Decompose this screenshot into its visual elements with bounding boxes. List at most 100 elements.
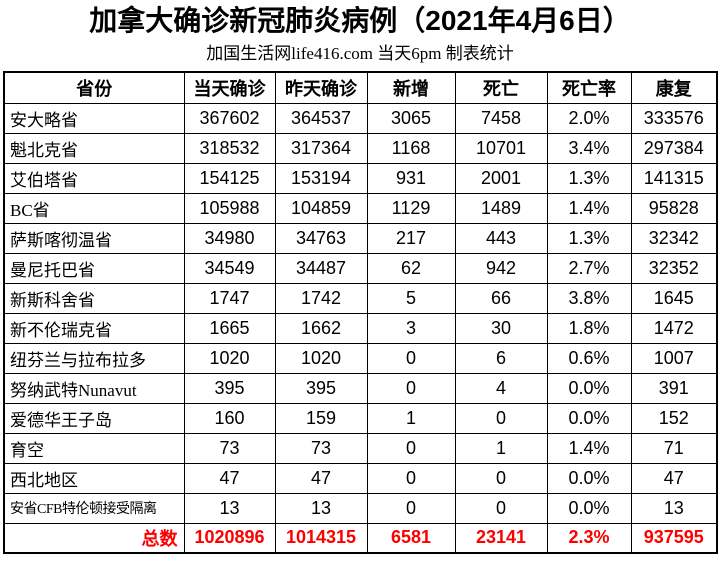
recovered-cell: 141315 bbox=[630, 162, 718, 194]
deaths-cell: 443 bbox=[454, 222, 548, 254]
yesterday-confirmed-cell: 1014315 bbox=[274, 522, 368, 554]
today-confirmed-cell: 1020896 bbox=[183, 522, 276, 554]
yesterday-confirmed-cell: 47 bbox=[274, 462, 368, 494]
yesterday-confirmed-cell: 34763 bbox=[274, 222, 368, 254]
deaths-cell: 7458 bbox=[454, 102, 548, 134]
column-header-death-rate: 死亡率 bbox=[546, 71, 632, 104]
new-cases-cell: 3 bbox=[366, 312, 456, 344]
today-confirmed-cell: 13 bbox=[183, 492, 276, 524]
recovered-cell: 13 bbox=[630, 492, 718, 524]
province-cell: 努纳武特Nunavut bbox=[3, 372, 185, 404]
new-cases-cell: 0 bbox=[366, 462, 456, 494]
yesterday-confirmed-cell: 153194 bbox=[274, 162, 368, 194]
new-cases-cell: 931 bbox=[366, 162, 456, 194]
recovered-cell: 71 bbox=[630, 432, 718, 464]
table-row: 努纳武特Nunavut 395 395 0 4 0.0% 391 bbox=[3, 372, 718, 404]
deaths-cell: 0 bbox=[454, 492, 548, 524]
yesterday-confirmed-cell: 13 bbox=[274, 492, 368, 524]
deaths-cell: 1 bbox=[454, 432, 548, 464]
deaths-cell: 2001 bbox=[454, 162, 548, 194]
province-cell: 安大略省 bbox=[3, 102, 185, 134]
new-cases-cell: 1168 bbox=[366, 132, 456, 164]
new-cases-cell: 3065 bbox=[366, 102, 456, 134]
deaths-cell: 0 bbox=[454, 402, 548, 434]
province-cell: 纽芬兰与拉布拉多 bbox=[3, 342, 185, 374]
recovered-cell: 937595 bbox=[630, 522, 718, 554]
today-confirmed-cell: 1665 bbox=[183, 312, 276, 344]
table-row: 曼尼托巴省 34549 34487 62 942 2.7% 32352 bbox=[3, 252, 718, 284]
page-title: 加拿大确诊新冠肺炎病例（2021年4月6日） bbox=[89, 5, 631, 36]
today-confirmed-cell: 34980 bbox=[183, 222, 276, 254]
table-total-row: 总数 1020896 1014315 6581 23141 2.3% 937595 bbox=[3, 522, 718, 554]
table-row: 新斯科舍省 1747 1742 5 66 3.8% 1645 bbox=[3, 282, 718, 314]
province-cell: 艾伯塔省 bbox=[3, 162, 185, 194]
yesterday-confirmed-cell: 104859 bbox=[274, 192, 368, 224]
today-confirmed-cell: 318532 bbox=[183, 132, 276, 164]
yesterday-confirmed-cell: 34487 bbox=[274, 252, 368, 284]
today-confirmed-cell: 105988 bbox=[183, 192, 276, 224]
table-row: 育空 73 73 0 1 1.4% 71 bbox=[3, 432, 718, 464]
recovered-cell: 95828 bbox=[630, 192, 718, 224]
recovered-cell: 152 bbox=[630, 402, 718, 434]
province-cell: 新不伦瑞克省 bbox=[3, 312, 185, 344]
yesterday-confirmed-cell: 395 bbox=[274, 372, 368, 404]
today-confirmed-cell: 1020 bbox=[183, 342, 276, 374]
today-confirmed-cell: 154125 bbox=[183, 162, 276, 194]
province-cell: 新斯科舍省 bbox=[3, 282, 185, 314]
death-rate-cell: 3.4% bbox=[546, 132, 632, 164]
province-cell: 爱德华王子岛 bbox=[3, 402, 185, 434]
yesterday-confirmed-cell: 73 bbox=[274, 432, 368, 464]
death-rate-cell: 0.0% bbox=[546, 402, 632, 434]
recovered-cell: 32342 bbox=[630, 222, 718, 254]
new-cases-cell: 0 bbox=[366, 432, 456, 464]
new-cases-cell: 0 bbox=[366, 372, 456, 404]
yesterday-confirmed-cell: 159 bbox=[274, 402, 368, 434]
recovered-cell: 391 bbox=[630, 372, 718, 404]
today-confirmed-cell: 367602 bbox=[183, 102, 276, 134]
death-rate-cell: 3.8% bbox=[546, 282, 632, 314]
death-rate-cell: 2.0% bbox=[546, 102, 632, 134]
recovered-cell: 47 bbox=[630, 462, 718, 494]
new-cases-cell: 217 bbox=[366, 222, 456, 254]
recovered-cell: 333576 bbox=[630, 102, 718, 134]
death-rate-cell: 0.0% bbox=[546, 462, 632, 494]
death-rate-cell: 1.3% bbox=[546, 162, 632, 194]
today-confirmed-cell: 34549 bbox=[183, 252, 276, 284]
death-rate-cell: 0.6% bbox=[546, 342, 632, 374]
death-rate-cell: 1.4% bbox=[546, 432, 632, 464]
new-cases-cell: 6581 bbox=[366, 522, 456, 554]
today-confirmed-cell: 73 bbox=[183, 432, 276, 464]
column-header-deaths: 死亡 bbox=[454, 71, 548, 104]
table-row: BC省 105988 104859 1129 1489 1.4% 95828 bbox=[3, 192, 718, 224]
column-header-yesterday-confirmed: 昨天确诊 bbox=[274, 71, 368, 104]
province-cell: 育空 bbox=[3, 432, 185, 464]
new-cases-cell: 1129 bbox=[366, 192, 456, 224]
deaths-cell: 0 bbox=[454, 462, 548, 494]
column-header-province: 省份 bbox=[3, 71, 185, 104]
table-row: 爱德华王子岛 160 159 1 0 0.0% 152 bbox=[3, 402, 718, 434]
recovered-cell: 32352 bbox=[630, 252, 718, 284]
deaths-cell: 30 bbox=[454, 312, 548, 344]
deaths-cell: 10701 bbox=[454, 132, 548, 164]
deaths-cell: 66 bbox=[454, 282, 548, 314]
death-rate-cell: 0.0% bbox=[546, 492, 632, 524]
table-row: 萨斯喀彻温省 34980 34763 217 443 1.3% 32342 bbox=[3, 222, 718, 254]
column-header-today-confirmed: 当天确诊 bbox=[183, 71, 276, 104]
table-row: 新不伦瑞克省 1665 1662 3 30 1.8% 1472 bbox=[3, 312, 718, 344]
death-rate-cell: 1.8% bbox=[546, 312, 632, 344]
deaths-cell: 942 bbox=[454, 252, 548, 284]
deaths-cell: 23141 bbox=[454, 522, 548, 554]
today-confirmed-cell: 1747 bbox=[183, 282, 276, 314]
recovered-cell: 1645 bbox=[630, 282, 718, 314]
column-header-recovered: 康复 bbox=[630, 71, 718, 104]
province-cell: 萨斯喀彻温省 bbox=[3, 222, 185, 254]
yesterday-confirmed-cell: 1662 bbox=[274, 312, 368, 344]
province-cell: BC省 bbox=[3, 192, 185, 224]
table-row: 安大略省 367602 364537 3065 7458 2.0% 333576 bbox=[3, 102, 718, 134]
province-cell: 曼尼托巴省 bbox=[3, 252, 185, 284]
yesterday-confirmed-cell: 364537 bbox=[274, 102, 368, 134]
death-rate-cell: 0.0% bbox=[546, 372, 632, 404]
death-rate-cell: 1.3% bbox=[546, 222, 632, 254]
table-row: 安省CFB特伦顿接受隔离 13 13 0 0 0.0% 13 bbox=[3, 492, 718, 524]
